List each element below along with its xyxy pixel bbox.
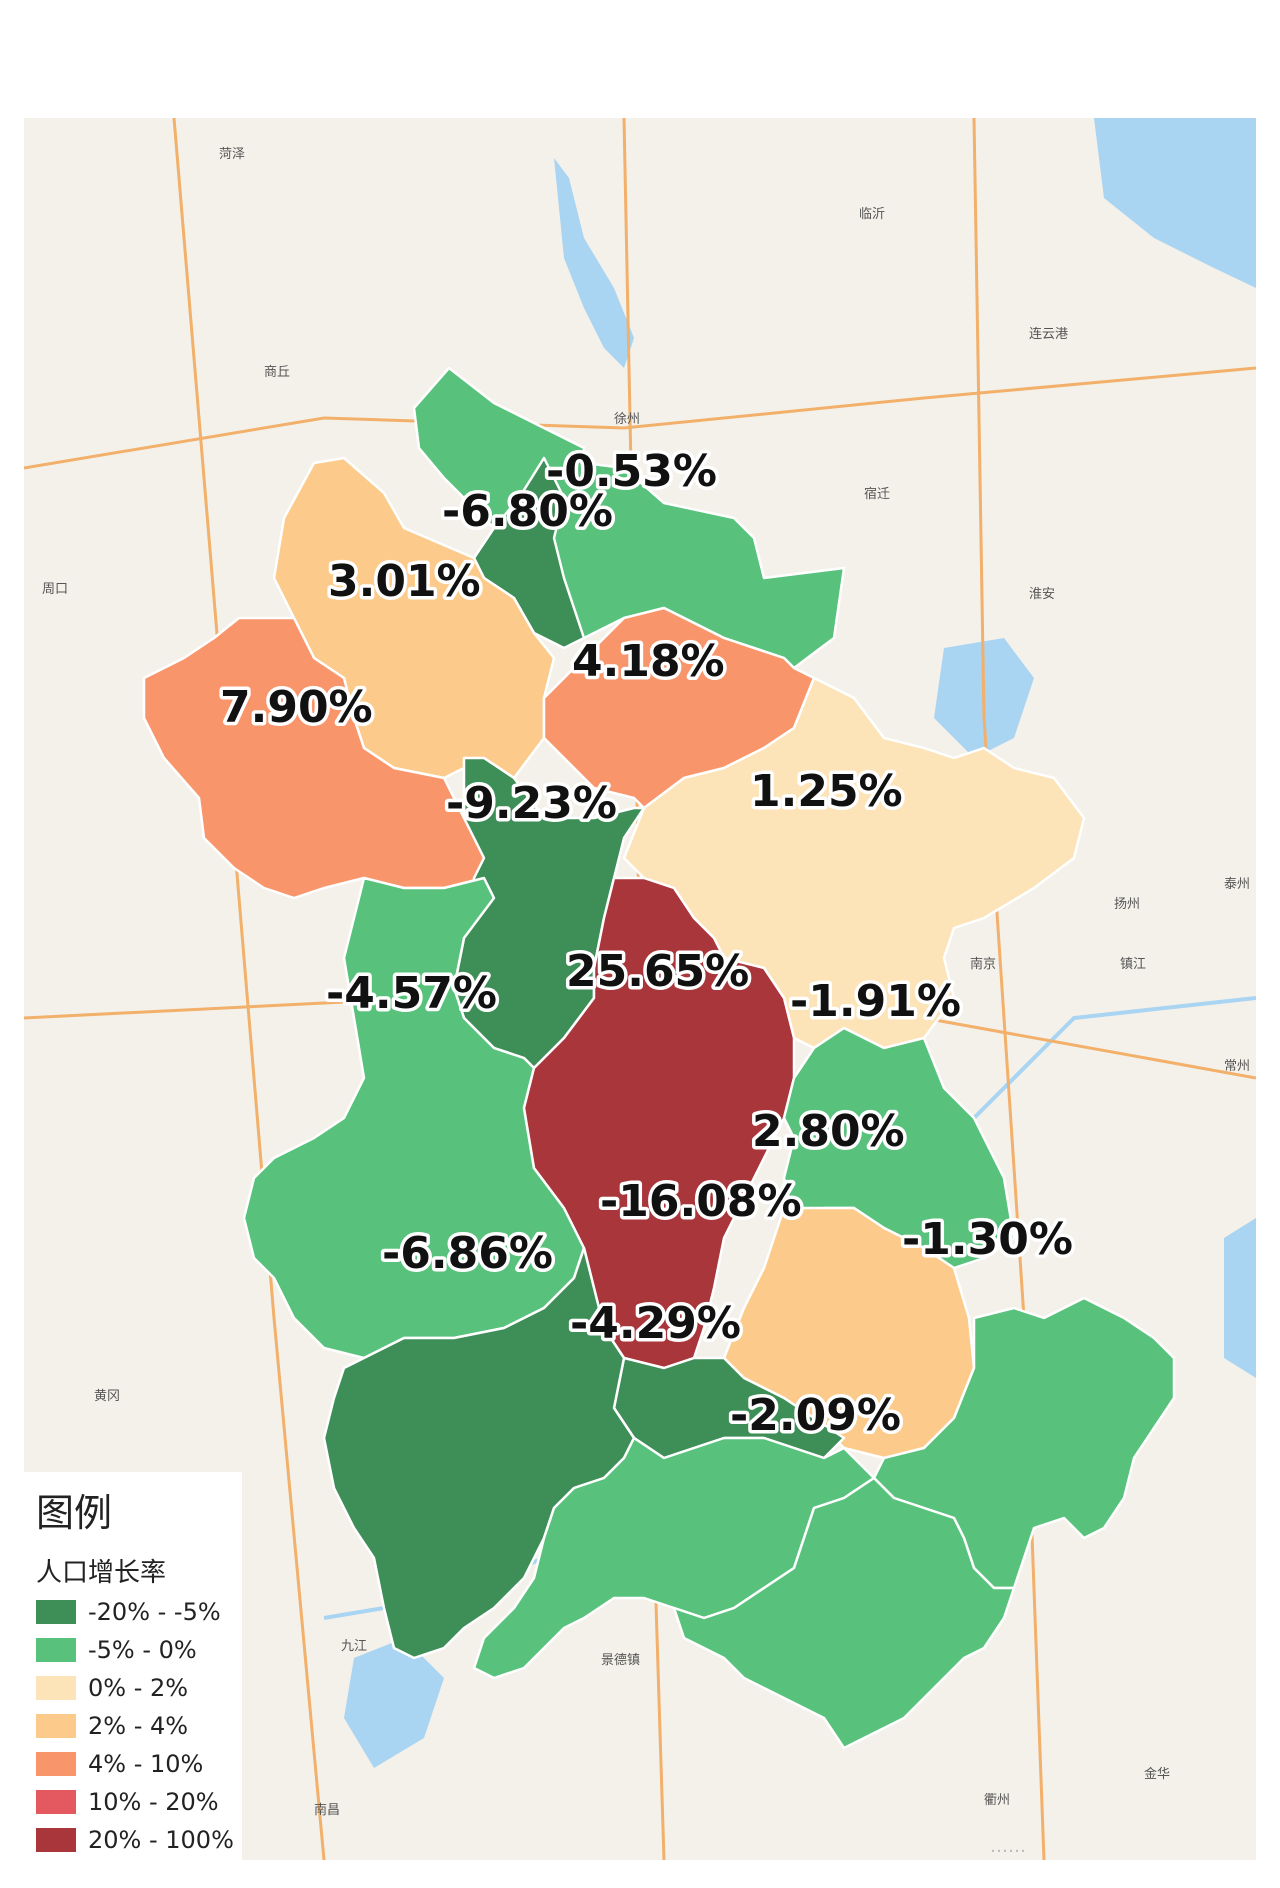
rate-label-wuhu: 2.80% — [752, 1106, 905, 1157]
rate-label-huangshan: -2.09% — [730, 1390, 901, 1441]
legend-label: 4% - 10% — [88, 1750, 204, 1778]
region-huangshan[interactable] — [672, 1476, 1016, 1750]
place-label: 周口 — [42, 582, 68, 597]
rate-label-chuzhou: 1.25% — [750, 766, 903, 817]
rate-label-maanshan: -1.91% — [790, 976, 961, 1027]
map-frame: 菏泽 临沂 徐州 宿迁 连云港 淮安 商丘 周口 南京 扬州 镇江 常州 泰州 … — [24, 118, 1256, 1860]
road-4 — [172, 118, 326, 1860]
place-label: 景德镇 — [601, 1653, 640, 1668]
legend-item: -5% - 0% — [36, 1635, 197, 1665]
legend-title: 图例 — [36, 1491, 113, 1535]
place-label: 扬州 — [1114, 897, 1140, 912]
rate-label-anqing: -6.86% — [382, 1228, 553, 1279]
place-label: 菏泽 — [219, 147, 245, 162]
legend-swatch — [36, 1638, 76, 1662]
place-label: 衢州 — [984, 1793, 1010, 1808]
poyang-lake — [344, 1638, 444, 1768]
legend-subtitle: 人口增长率 — [36, 1558, 167, 1588]
legend-item: 4% - 10% — [36, 1749, 203, 1779]
rate-label-luan: -4.57% — [326, 968, 497, 1019]
legend-item: -20% - -5% — [36, 1597, 221, 1627]
yellow-sea — [1094, 118, 1256, 288]
legend-swatch — [36, 1828, 76, 1852]
rate-label-xuancheng: -1.30% — [902, 1214, 1073, 1265]
legend-swatch — [36, 1790, 76, 1814]
legend-swatch — [36, 1676, 76, 1700]
rate-label-suzhou: -0.53% — [546, 446, 717, 497]
rate-label-huainan: -9.23% — [446, 778, 617, 829]
legend-label: -20% - -5% — [88, 1598, 221, 1626]
place-label: 镇江 — [1120, 957, 1146, 972]
place-label: 临沂 — [859, 207, 885, 222]
road-1 — [24, 366, 1256, 470]
legend-label: -5% - 0% — [88, 1636, 197, 1664]
place-label: 金华 — [1144, 1766, 1170, 1782]
legend-item: 2% - 4% — [36, 1711, 188, 1741]
legend-label: 10% - 20% — [88, 1788, 219, 1816]
legend-item: 10% - 20% — [36, 1787, 219, 1817]
place-label: 徐州 — [614, 412, 640, 427]
legend-item: 20% - 100% — [36, 1825, 234, 1855]
legend-swatch — [36, 1714, 76, 1738]
map[interactable]: 菏泽 临沂 徐州 宿迁 连云港 淮安 商丘 周口 南京 扬州 镇江 常州 泰州 … — [24, 118, 1256, 1860]
place-label: 南昌 — [314, 1802, 340, 1818]
legend-swatch — [36, 1752, 76, 1776]
place-label: 常州 — [1224, 1059, 1250, 1074]
region-anqing[interactable] — [322, 1246, 636, 1660]
region-chizhou[interactable] — [472, 1436, 876, 1680]
legend-label: 20% - 100% — [88, 1826, 234, 1854]
weishan-lake — [554, 158, 634, 368]
rate-label-hefei: 25.65% — [566, 946, 749, 997]
rate-label-bozhou: 3.01% — [328, 556, 481, 607]
road-5 — [972, 118, 1046, 1860]
legend: 图例 人口增长率 -20% - -5% -5% - 0% 0% - 2% 2% … — [24, 1472, 242, 1860]
place-label: 商丘 — [264, 365, 290, 380]
place-label: 宿迁 — [864, 486, 890, 502]
footer-dots: …… — [990, 1836, 1026, 1857]
place-label: 黄冈 — [94, 1389, 120, 1404]
taihu-lake — [1224, 1218, 1256, 1378]
place-label: 连云港 — [1029, 326, 1068, 342]
legend-label: 0% - 2% — [88, 1674, 189, 1702]
place-label: 南京 — [970, 956, 996, 972]
place-label: 九江 — [341, 1639, 367, 1654]
place-label: 泰州 — [1224, 877, 1250, 892]
legend-item: 0% - 2% — [36, 1673, 188, 1703]
place-label: 淮安 — [1029, 587, 1055, 602]
rate-label-huaibei: -6.80% — [442, 486, 613, 537]
rate-label-tongling: -16.08% — [600, 1176, 802, 1227]
rate-label-bengbu: 4.18% — [572, 636, 725, 687]
rate-label-chizhou: -4.29% — [570, 1298, 741, 1349]
rate-label-fuyang: 7.90% — [220, 682, 373, 733]
legend-label: 2% - 4% — [88, 1712, 189, 1740]
legend-swatch — [36, 1600, 76, 1624]
